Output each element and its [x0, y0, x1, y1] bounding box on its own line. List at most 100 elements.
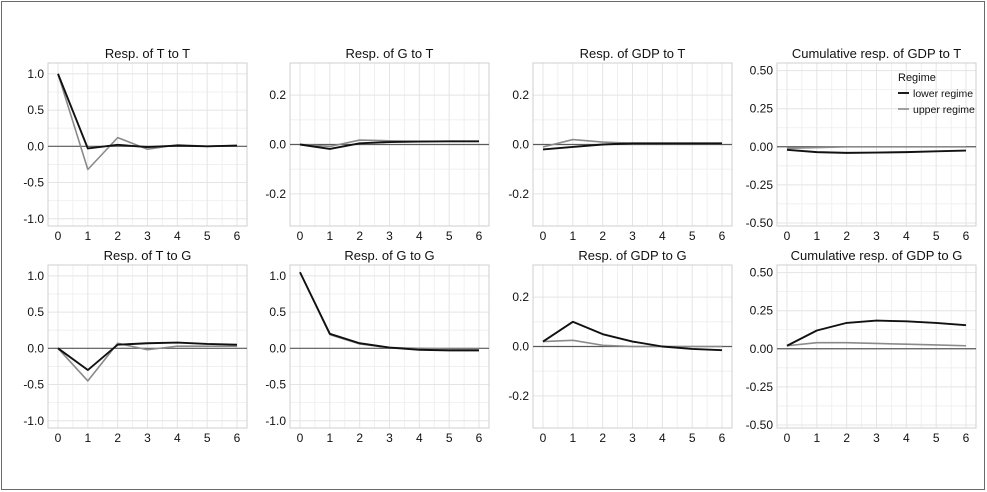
panel-5-xtick-label: 2 — [114, 431, 121, 445]
panel-7-xtick-label: 3 — [629, 431, 636, 445]
panel-5-xtick-label: 4 — [174, 431, 181, 445]
panel-3-xtick-label: 1 — [569, 229, 576, 243]
panel-1-border — [47, 62, 248, 227]
panel-4-xtick-label: 3 — [873, 229, 880, 243]
panel-2-ytick-label: 0.0 — [269, 138, 286, 152]
panel-3-xtick-label: 5 — [689, 229, 696, 243]
panel-5-xtick-label: 1 — [84, 431, 91, 445]
panel-5-line-upper-regime — [57, 342, 237, 382]
panel-8-border — [776, 264, 977, 429]
panel-7-line-lower-regime — [542, 320, 723, 352]
panel-3-xtick-label: 3 — [629, 229, 636, 243]
panel-4-ytick-label: 0.25 — [750, 102, 774, 116]
panel-4-ytick-label: -0.50 — [746, 216, 774, 230]
panel-1-xtick-label: 2 — [114, 229, 121, 243]
panel-4-title: Cumulative resp. of GDP to T — [792, 46, 961, 61]
panel-4-xtick-label: 0 — [784, 229, 791, 243]
panel-8-xtick-label: 2 — [843, 431, 850, 445]
panel-7-ytick-label: 0.2 — [512, 290, 529, 304]
panel-3-title: Resp. of GDP to T — [580, 46, 686, 61]
panel-7-xtick-label: 1 — [569, 431, 576, 445]
panel-8-ytick-label: 0.25 — [750, 304, 774, 318]
panel-2-xtick-label: 2 — [356, 229, 363, 243]
legend-label-upper-regime: upper regime — [913, 104, 975, 116]
panel-2-xtick-label: 4 — [416, 229, 423, 243]
panel-4-xtick-label: 2 — [843, 229, 850, 243]
panel-1-xtick-label: 4 — [174, 229, 181, 243]
panel-4-line-lower-regime — [786, 148, 967, 154]
panel-2-xtick-label: 0 — [297, 229, 304, 243]
panel-7-xtick-label: 4 — [659, 431, 666, 445]
panel-3-xtick-label: 6 — [719, 229, 726, 243]
panel-6-ytick-label: 1.0 — [269, 269, 286, 283]
panel-8-xtick-label: 0 — [784, 431, 791, 445]
panel-3-ytick-label: 0.2 — [512, 88, 529, 102]
panel-5-line-lower-regime — [57, 341, 238, 371]
panel-8-ytick-label: -0.50 — [746, 418, 774, 432]
panel-5-title: Resp. of T to G — [104, 248, 192, 263]
panel-8-xtick-label: 6 — [963, 431, 970, 445]
panel-7-xtick-label: 2 — [599, 431, 606, 445]
panel-7-ytick-label: 0.0 — [512, 340, 529, 354]
panel-4-xtick-label: 5 — [933, 229, 940, 243]
panel-1-title: Resp. of T to T — [105, 46, 190, 61]
panel-1-ytick-label: -0.5 — [23, 176, 44, 190]
panel-3-ytick-label: 0.0 — [512, 138, 529, 152]
panel-8-xtick-label: 4 — [903, 431, 910, 445]
panel-1-line-lower-regime — [57, 73, 238, 150]
panel-1-xtick-label: 5 — [204, 229, 211, 243]
panel-6-ytick-label: 0.0 — [269, 341, 286, 355]
panel-4-xtick-label: 1 — [813, 229, 820, 243]
panel-4-ytick-label: 0.00 — [750, 140, 774, 154]
panel-5-xtick-label: 6 — [234, 431, 241, 445]
panel-1-xtick-label: 3 — [144, 229, 151, 243]
panel-2-ytick-label: -0.2 — [265, 187, 286, 201]
panel-1-xtick-label: 6 — [234, 229, 241, 243]
panel-6-xtick-label: 0 — [297, 431, 304, 445]
panel-3-ytick-label: -0.2 — [508, 187, 529, 201]
panel-2-xtick-label: 6 — [476, 229, 483, 243]
panel-7-title: Resp. of GDP to G — [578, 248, 686, 263]
panel-8-xtick-label: 3 — [873, 431, 880, 445]
panel-7-xtick-label: 6 — [719, 431, 726, 445]
panel-7-xtick-label: 0 — [540, 431, 547, 445]
panel-5-ytick-label: 1.0 — [27, 269, 44, 283]
panel-8-line-upper-regime — [786, 341, 967, 347]
panel-4-xtick-label: 6 — [963, 229, 970, 243]
panel-4-ytick-label: -0.25 — [746, 178, 774, 192]
panel-2-line-lower-regime — [299, 140, 479, 150]
panel-6-xtick-label: 2 — [356, 431, 363, 445]
panel-7-xtick-label: 5 — [689, 431, 696, 445]
legend-label-lower-regime: lower regime — [913, 88, 973, 100]
panel-4-ytick-label: 0.50 — [750, 64, 774, 78]
panel-6-xtick-label: 1 — [326, 431, 333, 445]
panel-2-xtick-label: 5 — [446, 229, 453, 243]
panel-6-xtick-label: 3 — [386, 431, 393, 445]
panel-2-xtick-label: 3 — [386, 229, 393, 243]
panel-5-ytick-label: -0.5 — [23, 378, 44, 392]
panel-8-xtick-label: 5 — [933, 431, 940, 445]
panel-5-xtick-label: 0 — [55, 431, 62, 445]
panel-4-border — [776, 62, 977, 227]
panel-3-xtick-label: 4 — [659, 229, 666, 243]
panel-6-xtick-label: 4 — [416, 431, 423, 445]
panel-5-xtick-label: 3 — [144, 431, 151, 445]
panel-1-ytick-label: 0.5 — [27, 103, 44, 117]
panel-2-xtick-label: 1 — [326, 229, 333, 243]
panel-1-ytick-label: 1.0 — [27, 67, 44, 81]
panel-6-xtick-label: 5 — [446, 431, 453, 445]
panel-5-border — [47, 264, 248, 429]
panel-8-ytick-label: -0.25 — [746, 380, 774, 394]
panel-7-ytick-label: -0.2 — [508, 389, 529, 403]
panel-2-title: Resp. of G to T — [346, 46, 434, 61]
panel-8-line-lower-regime — [786, 319, 967, 347]
panel-6-ytick-label: 0.5 — [269, 305, 286, 319]
panel-1-xtick-label: 0 — [55, 229, 62, 243]
panel-8-xtick-label: 1 — [813, 431, 820, 445]
panel-6-ytick-label: -1.0 — [265, 414, 286, 428]
panel-6-line-lower-regime — [299, 271, 479, 352]
panel-8-ytick-label: 0.50 — [750, 266, 774, 280]
panel-6-title: Resp. of G to G — [344, 248, 434, 263]
panel-4-line-upper-regime — [786, 145, 966, 150]
